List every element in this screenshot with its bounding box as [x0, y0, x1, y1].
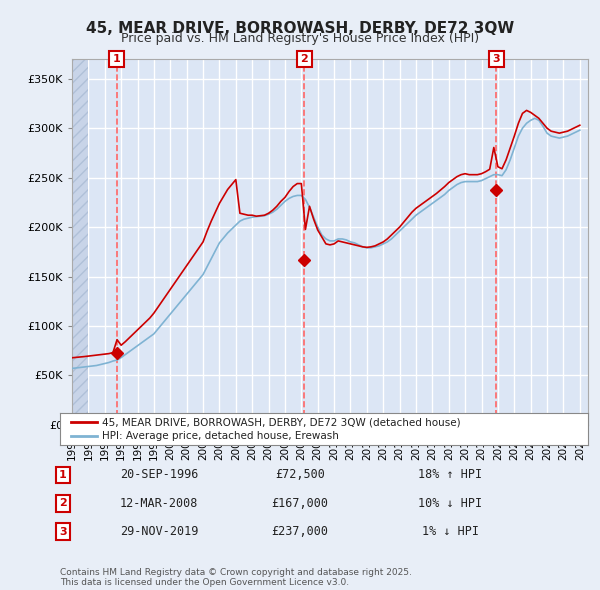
- Text: 1: 1: [59, 470, 67, 480]
- Text: 1: 1: [113, 54, 121, 64]
- Text: £167,000: £167,000: [271, 497, 329, 510]
- Text: 10% ↓ HPI: 10% ↓ HPI: [418, 497, 482, 510]
- Text: 45, MEAR DRIVE, BORROWASH, DERBY, DE72 3QW (detached house): 45, MEAR DRIVE, BORROWASH, DERBY, DE72 3…: [102, 417, 461, 427]
- Text: £72,500: £72,500: [275, 468, 325, 481]
- Text: 45, MEAR DRIVE, BORROWASH, DERBY, DE72 3QW: 45, MEAR DRIVE, BORROWASH, DERBY, DE72 3…: [86, 21, 514, 35]
- Text: 3: 3: [59, 527, 67, 536]
- Text: £237,000: £237,000: [271, 525, 329, 538]
- Bar: [72, 59, 88, 425]
- Text: Price paid vs. HM Land Registry's House Price Index (HPI): Price paid vs. HM Land Registry's House …: [121, 32, 479, 45]
- Text: HPI: Average price, detached house, Erewash: HPI: Average price, detached house, Erew…: [102, 431, 339, 441]
- Text: 3: 3: [493, 54, 500, 64]
- Text: 1% ↓ HPI: 1% ↓ HPI: [421, 525, 479, 538]
- Text: 29-NOV-2019: 29-NOV-2019: [120, 525, 199, 538]
- Text: 2: 2: [301, 54, 308, 64]
- Text: 20-SEP-1996: 20-SEP-1996: [120, 468, 199, 481]
- Text: 2: 2: [59, 499, 67, 508]
- Text: 12-MAR-2008: 12-MAR-2008: [120, 497, 199, 510]
- Text: 18% ↑ HPI: 18% ↑ HPI: [418, 468, 482, 481]
- Text: Contains HM Land Registry data © Crown copyright and database right 2025.
This d: Contains HM Land Registry data © Crown c…: [60, 568, 412, 587]
